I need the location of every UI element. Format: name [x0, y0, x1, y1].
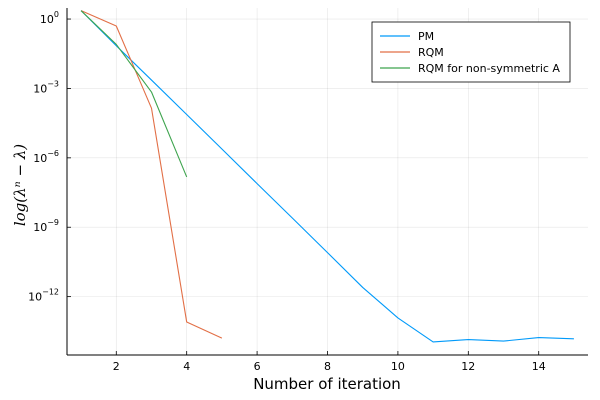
- tick-labels: 2 4 6 8 10 12 14 10−12 10−9 10−6 10−3 100: [28, 10, 546, 373]
- legend-label: PM: [418, 30, 434, 43]
- grid: [67, 8, 588, 355]
- x-tick-label: 12: [461, 360, 475, 373]
- series-line-2: [80, 10, 223, 339]
- legend-label: RQM for non-symmetric A: [418, 62, 560, 75]
- x-tick-label: 10: [391, 360, 405, 373]
- y-tick-label: 10−12: [28, 288, 59, 304]
- legend-label: RQM: [418, 46, 444, 59]
- x-tick-label: 8: [324, 360, 331, 373]
- y-axis-title: log(λⁿ − λ): [11, 144, 29, 226]
- x-tick-label: 4: [183, 360, 190, 373]
- legend: PM RQM RQM for non-symmetric A: [371, 21, 571, 83]
- y-tick-label: 10−9: [33, 218, 59, 234]
- x-tick-label: 14: [532, 360, 546, 373]
- y-tick-label: 10−6: [33, 149, 59, 165]
- axes: [66, 8, 588, 356]
- x-tick-label: 2: [113, 360, 120, 373]
- series-line-1: [80, 10, 574, 343]
- y-tick-label: 100: [40, 10, 59, 26]
- y-tick-label: 10−3: [33, 79, 59, 95]
- x-axis-title: Number of iteration: [253, 375, 401, 393]
- x-tick-label: 6: [254, 360, 261, 373]
- series-lines: [80, 10, 574, 343]
- series-line-3: [80, 10, 188, 178]
